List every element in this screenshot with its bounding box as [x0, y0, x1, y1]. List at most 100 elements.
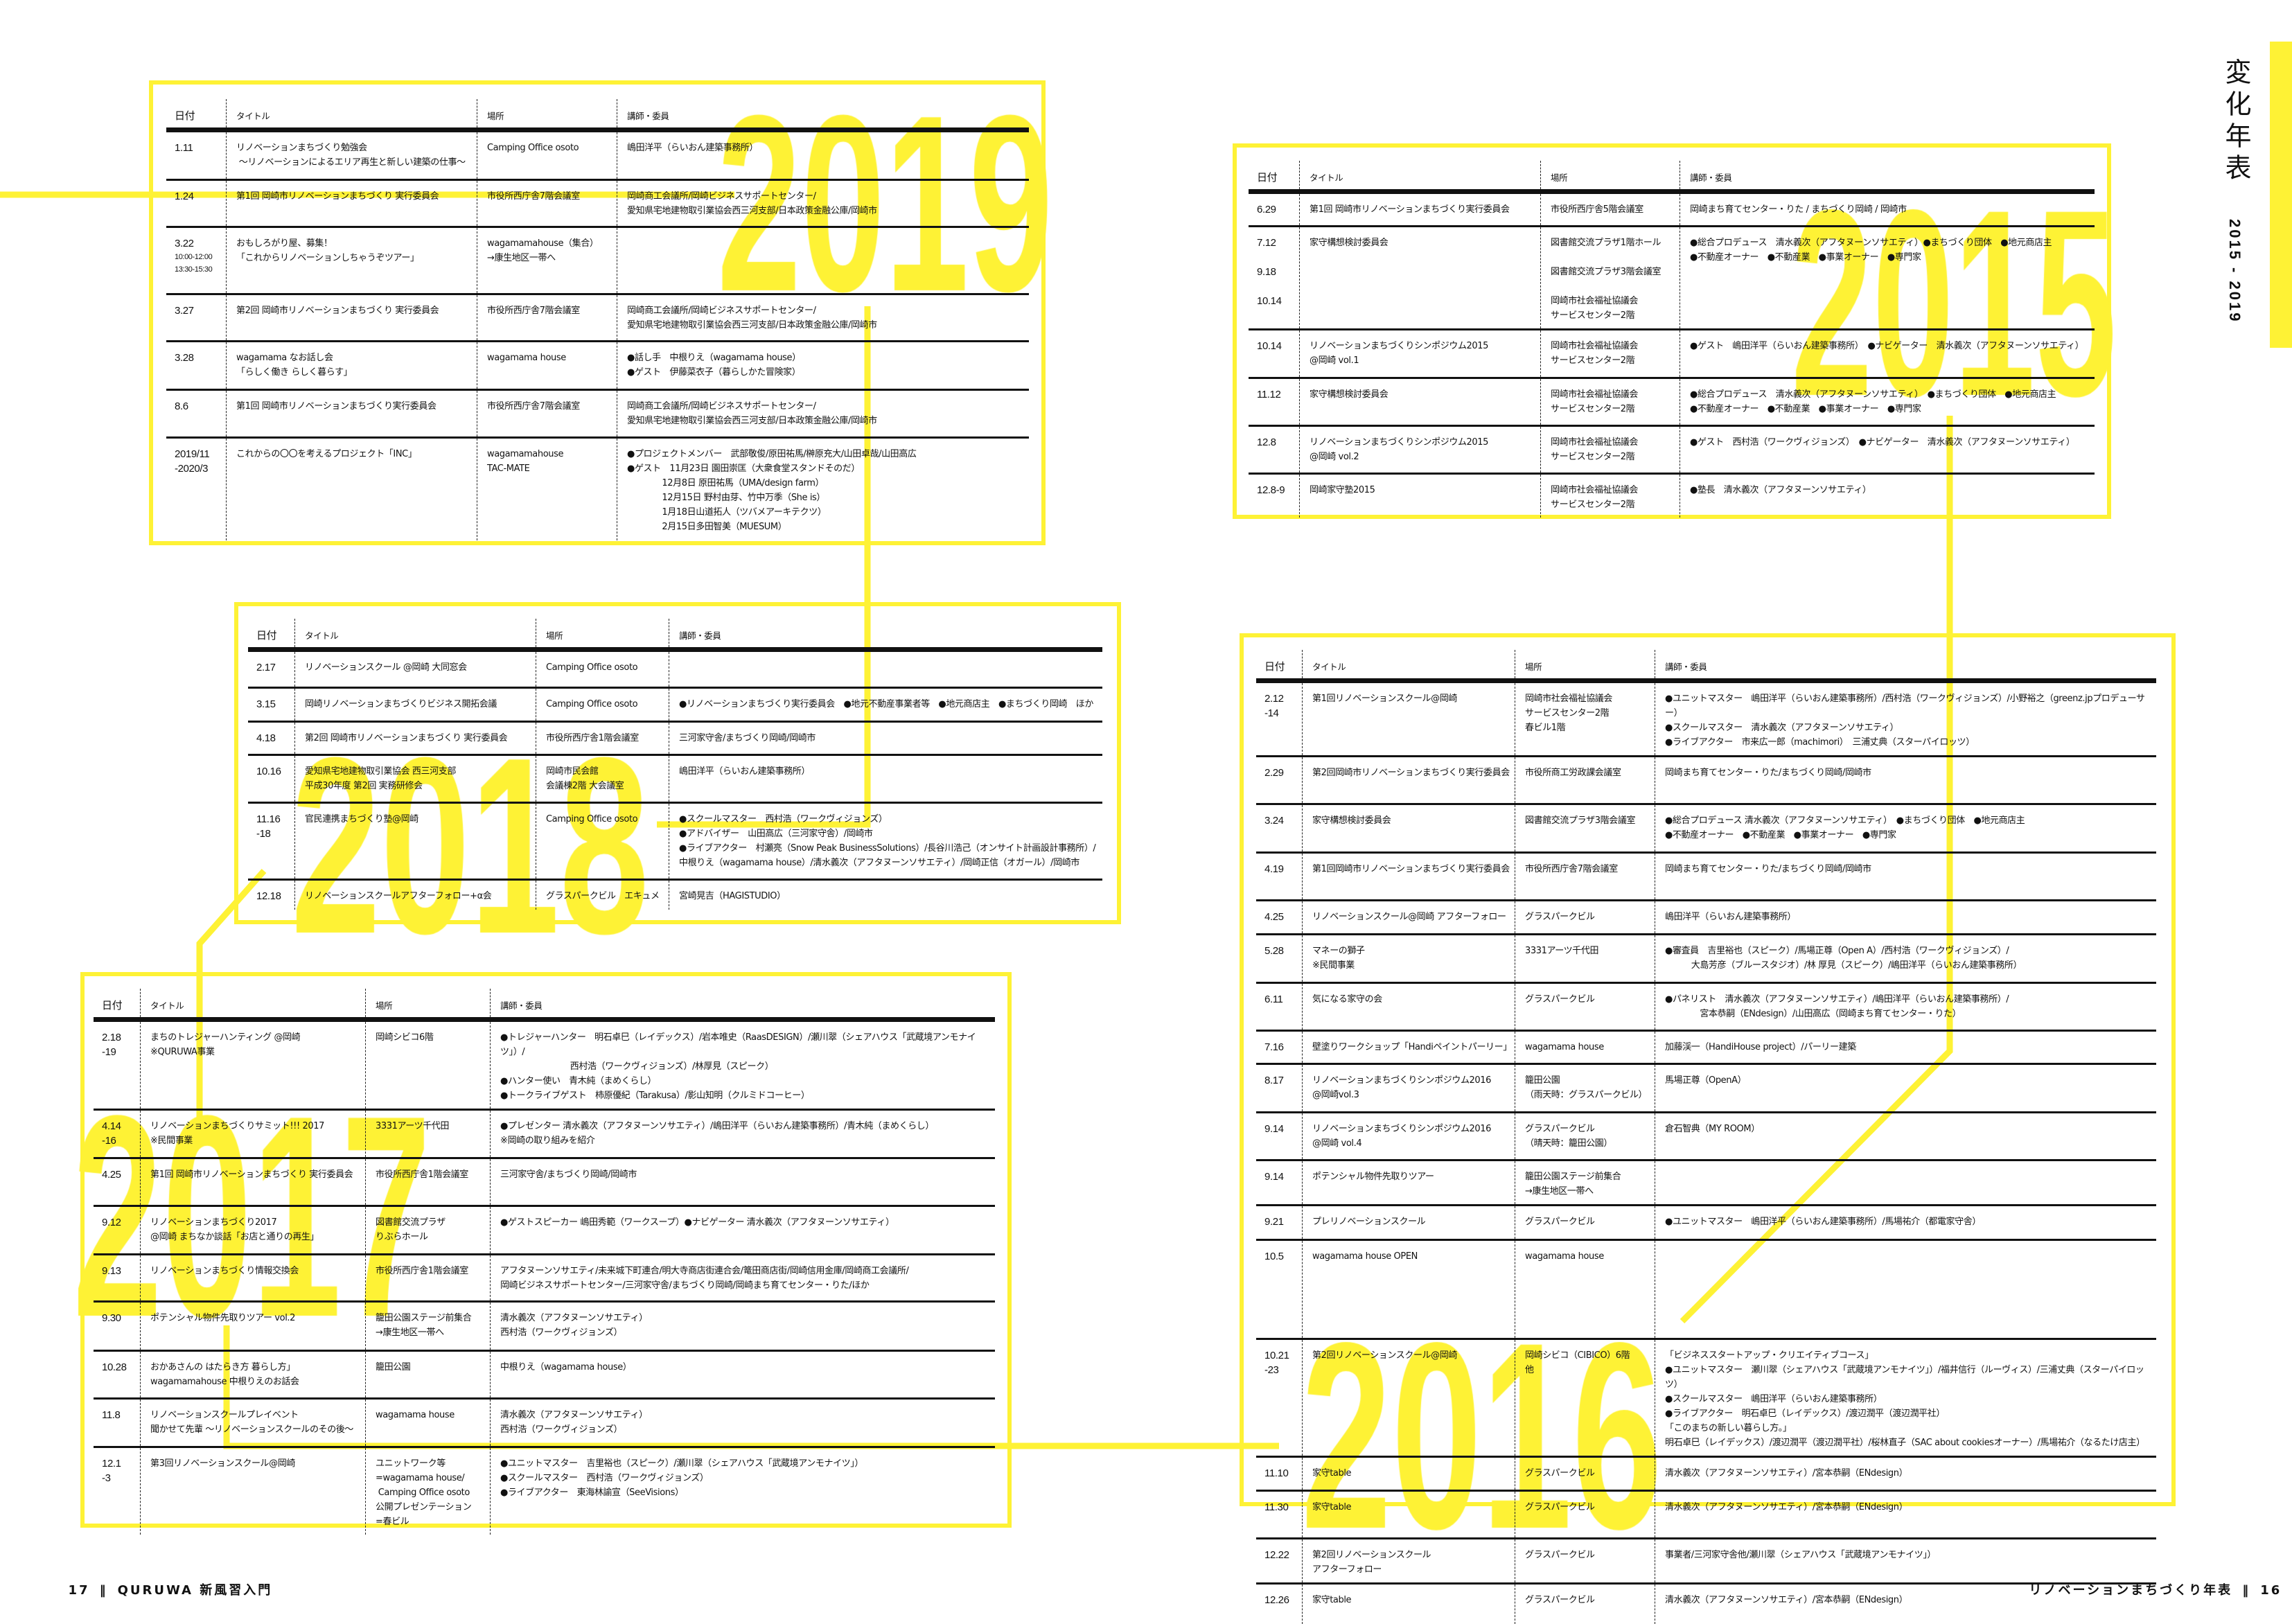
event-place: 市役所西庁舎7階会議室 — [477, 295, 617, 340]
event-place: Camping Office osoto — [477, 132, 617, 179]
event-place: wagamamahouse（集合） →康生地区一帯へ — [477, 228, 617, 293]
event-place: Camping Office osoto — [536, 689, 669, 721]
header-title: タイトル — [140, 989, 365, 1017]
table-row: 10.21 -23 第2回リノベーションスクール@岡崎 岡崎シビコ（CIBICO）6… — [1256, 1338, 2156, 1456]
date-cell: 8.17 — [1256, 1065, 1302, 1111]
event-people: 宮崎晃吉（HAGISTUDIO） — [669, 881, 1102, 910]
event-people — [1655, 1241, 2156, 1338]
event-date: 10.16 — [256, 766, 281, 777]
table-header-row: 日付 タイトル 場所 講師・委員 — [1256, 650, 2156, 681]
event-people: ●ゲスト 西村浩（ワークヴィジョンズ） ●ナビゲーター 清水義次（アフタヌーンソ… — [1680, 427, 2095, 473]
page-title: 変化年表 — [2221, 58, 2251, 186]
event-title: おもしろがり屋、募集！ 「これからリノベーションしちゃうぞツアー」 — [226, 228, 477, 293]
event-title: リノベーションまちづくり勉強会 〜リノベーションによるエリア再生と新しい建築の仕… — [226, 132, 477, 179]
header-title: タイトル — [294, 619, 536, 647]
event-date: 3.15 — [256, 698, 276, 710]
event-people: 清水義次（アフタヌーンソサエティ）/宮本恭嗣（ENdesign） — [1655, 1492, 2156, 1537]
date-cell: 2019/11 -2020/3 — [166, 439, 226, 540]
connector-line-2018-2017 — [196, 869, 267, 1126]
date-cell: 7.12 9.18 10.14 — [1249, 227, 1299, 328]
event-place: 3331アーツ千代田 — [1515, 935, 1655, 982]
event-place: wagamamahouse TAC-MATE — [477, 439, 617, 540]
event-date: 2.17 — [256, 662, 276, 673]
event-title: 第1回 岡崎市リノベーションまちづくり 実行委員会 — [140, 1159, 365, 1205]
year-watermark-2015 — [1791, 174, 2151, 440]
table-row: 12.8-9 岡崎家守塾2015 岡崎市社会福祉協議会 サービスセンター2階 ●塾長 … — [1249, 473, 2095, 518]
event-date: 8.17 — [1264, 1075, 1284, 1086]
table-row: 3.28 wagamama なお話し会 「らしく働き らしく暮らす」 wagamam… — [166, 340, 1029, 389]
event-date: 12.8-9 — [1257, 484, 1285, 496]
event-title: ポテンシャル物件先取りツアー vol.2 — [140, 1303, 365, 1350]
event-title: 家守table — [1302, 1492, 1515, 1537]
event-title: 壁塗りワークショップ「Handiペイントパーリー」 — [1302, 1032, 1515, 1063]
event-title: おかあさんの はたらき方 暮らし方」 wagamamahouse 中根りえのお話… — [140, 1352, 365, 1397]
date-cell: 12.18 — [248, 881, 294, 910]
event-people: 中根りえ（wagamama house） — [490, 1352, 995, 1397]
date-cell: 3.24 — [1256, 805, 1302, 851]
table-row: 2.29 第2回岡崎市リノベーションまちづくり実行委員会 市役所商工労政課会議室 岡崎… — [1256, 755, 2156, 803]
event-title: リノベーションまちづくりサミット!!! 2017 ※民間事業 — [140, 1111, 365, 1157]
event-title: wagamama なお話し会 「らしく働き らしく暮らす」 — [226, 342, 477, 389]
event-date: 4.25 — [1264, 911, 1284, 923]
event-title: リノベーションまちづくり情報交換会 — [140, 1255, 365, 1300]
date-cell: 9.13 — [94, 1255, 140, 1300]
year-watermark-2019 — [717, 82, 1077, 333]
event-date: 3.28 — [175, 352, 194, 364]
event-place: 籠田公園ステージ前集合 →康生地区一帯へ — [1515, 1161, 1655, 1204]
date-cell: 4.25 — [94, 1159, 140, 1205]
event-place: 岡崎市社会福祉協議会 サービスセンター2階 — [1540, 475, 1680, 518]
event-people: 清水義次（アフタヌーンソサエティ） 西村浩（ワークヴィジョンズ） — [490, 1400, 995, 1446]
date-cell: 5.28 — [1256, 935, 1302, 982]
date-cell: 4.19 — [1256, 854, 1302, 899]
event-people: 馬場正尊（OpenA） — [1655, 1065, 2156, 1111]
event-place: 図書館交流プラザ1階ホール 図書館交流プラザ3階会議室 岡崎市社会福祉協議会 サ… — [1540, 227, 1680, 328]
event-place: wagamama house — [1515, 1241, 1655, 1338]
event-title: リノベーションスクールプレイベント 聞かせて先輩 〜リノベーションスクールのその… — [140, 1400, 365, 1446]
event-title: 第2回リノベーションスクール アフターフォロー — [1302, 1539, 1515, 1582]
date-cell: 2.17 — [248, 652, 294, 687]
event-title: ポテンシャル物件先取りツアー — [1302, 1161, 1515, 1204]
event-date: 1.11 — [175, 142, 193, 154]
table-row: 2.17 リノベーションスクール @岡崎 大同窓会 Camping Office o… — [248, 650, 1102, 687]
table-row: 10.5 wagamama house OPEN wagamama house — [1256, 1239, 2156, 1338]
event-people: 岡崎まち育てセンター・りた / まちづくり岡崎 / 岡崎市 — [1680, 194, 2095, 225]
event-date: 3.24 — [1264, 815, 1284, 827]
event-title: 官民連携まちづくり塾@岡崎 — [294, 804, 536, 879]
date-cell: 10.28 — [94, 1352, 140, 1397]
event-place: 岡崎市社会福祉協議会 サービスセンター2階 — [1540, 330, 1680, 377]
table-row: 3.27 第2回 岡崎市リノベーションまちづくり 実行委員会 市役所西庁舎7階会議室… — [166, 293, 1029, 340]
event-date: 9.13 — [102, 1265, 121, 1277]
event-place: wagamama house — [1515, 1032, 1655, 1063]
header-people: 講師・委員 — [617, 99, 1029, 127]
event-date: 4.25 — [102, 1169, 121, 1181]
event-place: 市役所西庁舎7階会議室 — [477, 181, 617, 226]
header-date: 日付 — [256, 630, 277, 642]
event-date: 11.8 — [102, 1409, 121, 1421]
event-date: 8.6 — [175, 400, 188, 412]
event-people: 岡崎まち育てセンター・りた/まちづくり岡崎/岡崎市 — [1655, 757, 2156, 803]
table-row: 12.26 家守table グラスパークビル 清水義次（アフタヌーンソサエティ）/宮本… — [1256, 1582, 2156, 1624]
event-title: マネーの獅子 ※民間事業 — [1302, 935, 1515, 982]
event-date: 2019/11 -2020/3 — [175, 448, 210, 475]
event-title: これからの〇〇を考えるプロジェクト「INC」 — [226, 439, 477, 540]
event-place: Camping Office osoto — [536, 652, 669, 687]
event-people: ●ゲスト 嶋田洋平（らいおん建築事務所） ●ナビゲーター 清水義次（アフタヌーン… — [1680, 330, 2095, 377]
table-row: 6.11 気になる家守の会 グラスパークビル ●パネリスト 清水義次（アフタヌーンソサ… — [1256, 982, 2156, 1030]
date-cell: 10.14 — [1249, 330, 1299, 377]
table-row: 2019/11 -2020/3 これからの〇〇を考えるプロジェクト「INC」 wag… — [166, 436, 1029, 540]
date-cell: 8.6 — [166, 391, 226, 436]
date-cell: 9.30 — [94, 1303, 140, 1350]
event-title: 第3回リノベーションスクール@岡崎 — [140, 1448, 365, 1535]
event-place: 市役所西庁舎1階会議室 — [365, 1255, 490, 1300]
event-place: 岡崎シビコ6階 — [365, 1022, 490, 1109]
event-date: 4.14 -16 — [102, 1120, 121, 1147]
event-people: 清水義次（アフタヌーンソサエティ） 西村浩（ワークヴィジョンズ） — [490, 1303, 995, 1350]
event-place: グラスパークビル — [1515, 1458, 1655, 1490]
event-place: wagamama house — [477, 342, 617, 389]
table-row: 12.22 第2回リノベーションスクール アフターフォロー グラスパークビル 事業者/… — [1256, 1537, 2156, 1582]
event-place: 岡崎市社会福祉協議会 サービスセンター2階 春ビル1階 — [1515, 683, 1655, 755]
event-date: 11.12 — [1257, 389, 1281, 400]
event-date: 10.14 — [1257, 340, 1282, 352]
event-place: グラスパークビル — [1515, 1492, 1655, 1537]
date-cell: 12.8-9 — [1249, 475, 1299, 518]
